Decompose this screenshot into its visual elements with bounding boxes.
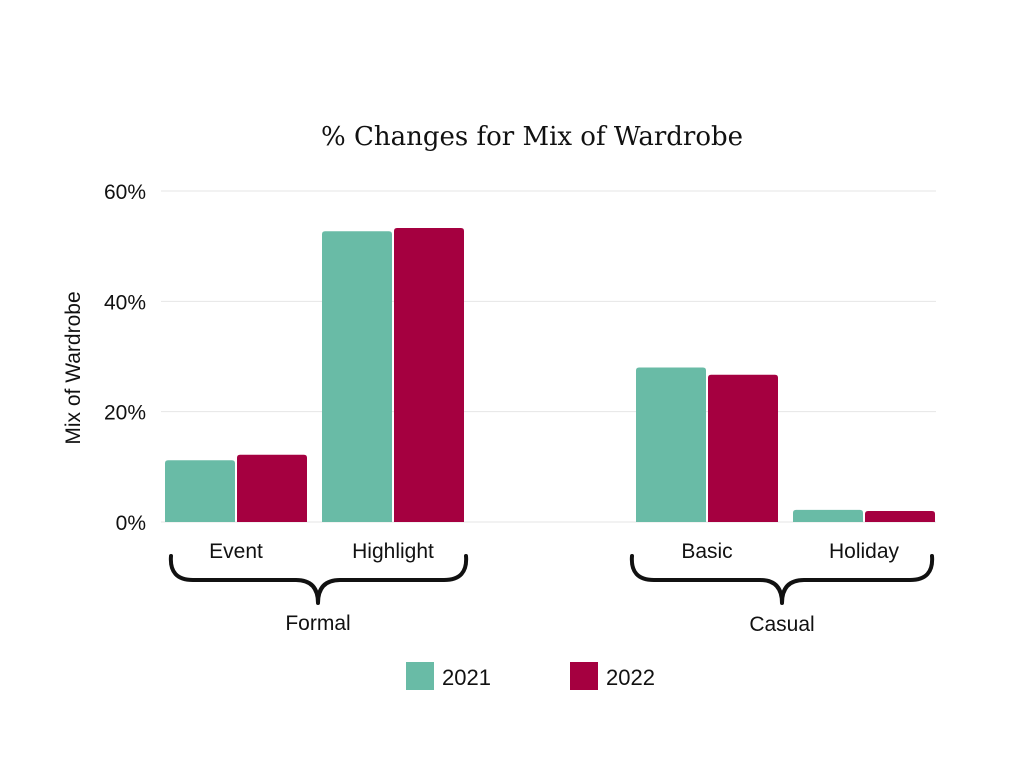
bar-2021-holiday bbox=[793, 509, 863, 522]
group-bracket bbox=[629, 554, 935, 605]
bar-2022-event bbox=[237, 454, 307, 522]
legend-label: 2021 bbox=[442, 665, 491, 690]
bar-2022-highlight bbox=[394, 227, 464, 522]
y-tick-label: 20% bbox=[104, 402, 146, 425]
bar-2022-basic bbox=[708, 374, 778, 522]
y-tick-label: 0% bbox=[116, 512, 146, 535]
legend-swatch bbox=[406, 662, 434, 690]
legend-label: 2022 bbox=[606, 665, 655, 690]
group-brackets: Formal Casual bbox=[168, 554, 935, 636]
group-label: Casual bbox=[749, 613, 814, 636]
y-tick-label: 60% bbox=[104, 181, 146, 204]
y-tick-label: 40% bbox=[104, 291, 146, 314]
legend-swatch bbox=[570, 662, 598, 690]
category-labels: Event Highlight Basic Holiday bbox=[209, 540, 899, 563]
chart-title: % Changes for Mix of Wardrobe bbox=[321, 122, 743, 152]
category-label: Holiday bbox=[829, 540, 900, 563]
category-label: Basic bbox=[681, 540, 732, 563]
bar-2022-holiday bbox=[865, 510, 935, 522]
legend: 2021 2022 bbox=[406, 662, 655, 690]
bar-2021-event bbox=[165, 460, 235, 522]
y-axis-ticks: 0% 20% 40% 60% bbox=[104, 181, 146, 535]
bars bbox=[165, 227, 935, 522]
bar-2021-basic bbox=[636, 367, 706, 522]
category-label: Highlight bbox=[352, 540, 434, 563]
group-bracket bbox=[168, 554, 469, 605]
category-label: Event bbox=[209, 540, 263, 563]
y-axis-label: Mix of Wardrobe bbox=[62, 291, 85, 444]
bar-2021-highlight bbox=[322, 231, 392, 522]
group-label: Formal bbox=[285, 612, 350, 635]
